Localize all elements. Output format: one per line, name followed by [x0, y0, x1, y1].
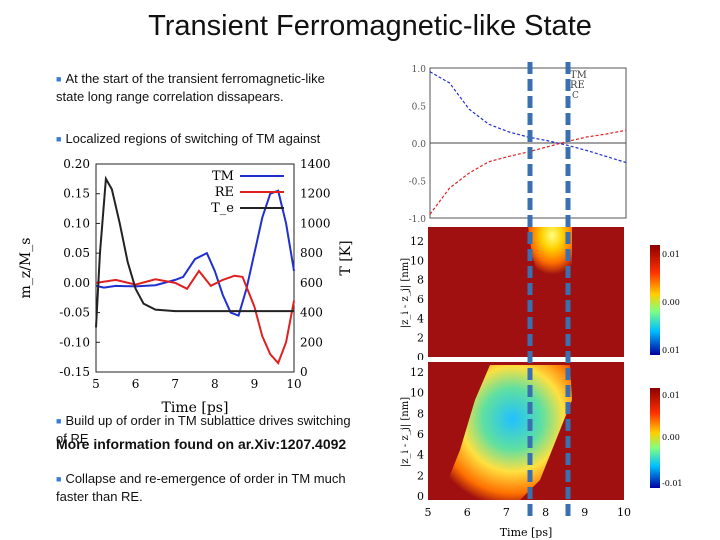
bullet-3: ■ Build up of order in TM sublattice driv…	[56, 412, 356, 447]
bullet-3-text: Build up of order in TM sublattice drive…	[56, 413, 351, 446]
heatmap-y-tick: 6	[417, 428, 424, 441]
rt-y-tick: 0.5	[412, 103, 427, 113]
main-y2-tick: 600	[300, 276, 323, 290]
bullet-4-text: Collapse and re-emergence of order in TM…	[56, 471, 346, 504]
heatmap-y-tick: 6	[417, 293, 424, 306]
main-y2-tick: 400	[300, 306, 323, 320]
main-x-tick: 8	[211, 377, 219, 391]
legend-te-label: T_e	[211, 201, 234, 216]
main-x-tick: 7	[171, 377, 179, 391]
heatmap-y-tick: 12	[410, 366, 424, 379]
more-info-text: More information found on ar.Xiv:1207.40…	[56, 436, 347, 452]
heatmap-y-tick: 8	[417, 274, 424, 287]
main-y-tick: -0.10	[59, 335, 90, 349]
rt-y-tick: -0.5	[409, 178, 427, 188]
heatmap-y-tick: 10	[410, 254, 424, 267]
heatmap-re-colorbar	[650, 388, 660, 488]
heatmap-tm-colorbar	[650, 245, 660, 355]
heatmap-y-tick: 2	[417, 332, 424, 345]
correlation-line-chart: 1.0 0.5 0.0 -0.5 -1.0 TM RE C	[400, 62, 650, 224]
cbar2-tick-mid: 0.00	[662, 433, 680, 442]
main-x-label: Time [ps]	[162, 400, 229, 415]
series-line-re	[95, 269, 295, 365]
heatmap-x-tick: 10	[617, 506, 631, 519]
heatmap-re-region	[440, 365, 572, 500]
main-magnetization-chart: 0.20 0.15 0.10 0.05 0.00 -0.05 -0.10 -0.15 1400…	[10, 150, 360, 415]
heatmap-y-tick: 4	[417, 449, 424, 462]
rt-y-tick: 0.0	[412, 140, 427, 150]
cbar2-tick-top: 0.01	[662, 391, 680, 400]
heatmap-re-y-label: |z_i - z_j| [nm]	[400, 397, 411, 467]
main-y-tick: -0.15	[59, 365, 90, 379]
heatmap-y-tick: 10	[410, 387, 424, 400]
main-y-label: m_z/M_s	[18, 238, 34, 299]
main-y2-tick: 200	[300, 335, 323, 349]
square-bullet-icon: ■	[56, 474, 62, 484]
cbar1-tick-bot: 0.01	[662, 346, 680, 355]
heatmap-y-tick: 12	[410, 235, 424, 248]
main-y-tick: 0.05	[63, 246, 90, 260]
main-y-tick: 0.15	[63, 187, 90, 201]
square-bullet-icon: ■	[56, 416, 62, 426]
heatmap-tm: 12 10 8 6 4 2 0 |z_i - z_j| [nm] 0.01 0.00 0.0…	[400, 225, 690, 360]
rt-y-tick: -1.0	[409, 215, 427, 224]
main-x-tick: 6	[132, 377, 140, 391]
heatmap-y-tick: 0	[417, 490, 424, 503]
time-marker-lines	[527, 62, 571, 520]
main-y2-tick: 1400	[300, 157, 331, 171]
main-y2-tick: 0	[300, 365, 308, 379]
heatmap-y-tick: 4	[417, 312, 424, 325]
legend-tm-label: TM	[212, 169, 234, 184]
main-x-tick: 10	[286, 377, 301, 391]
main-y2-label: T [K]	[338, 240, 354, 275]
series-line-te	[95, 175, 294, 328]
main-legend: TM RE T_e	[211, 169, 284, 216]
main-y2-tick: 1200	[300, 187, 331, 201]
bullet-1-text: At the start of the transient ferromagne…	[56, 71, 325, 104]
cbar2-tick-bot: -0.01	[662, 479, 683, 488]
heatmap-tm-field	[428, 227, 624, 357]
cbar1-tick-top: 0.01	[662, 250, 680, 259]
heatmap-x-tick: 6	[464, 506, 471, 519]
heatmap-y-tick: 0	[417, 351, 424, 360]
heatmap-x-tick: 9	[581, 506, 588, 519]
rt-legend-re: RE	[570, 80, 585, 91]
heatmap-re: 12 10 8 6 4 2 0 5 6 7 8 9 10 |z_i - z_j| [nm] Time …	[400, 360, 690, 538]
cbar1-tick-mid: 0.00	[662, 298, 680, 307]
main-y-tick: -0.05	[59, 306, 90, 320]
heatmap-x-tick: 5	[425, 506, 432, 519]
main-y-tick: 0.00	[63, 276, 90, 290]
heatmap-re-x-label: Time [ps]	[500, 526, 553, 538]
main-x-tick: 9	[251, 377, 259, 391]
rt-legend-tm: TM	[570, 70, 587, 81]
rt-legend: TM RE C	[570, 70, 587, 101]
heatmap-y-tick: 2	[417, 469, 424, 482]
main-y-tick: 0.10	[63, 216, 90, 230]
rt-y-tick: 1.0	[412, 65, 427, 75]
bullet-1: ■ At the start of the transient ferromagn…	[56, 70, 356, 105]
heatmap-y-tick: 8	[417, 407, 424, 420]
main-y-tick: 0.20	[63, 157, 90, 171]
heatmap-x-tick: 8	[542, 506, 549, 519]
square-bullet-icon: ■	[56, 74, 62, 84]
square-bullet-icon: ■	[56, 134, 62, 144]
rt-legend-c: C	[572, 91, 579, 101]
main-y2-tick: 1000	[300, 216, 331, 230]
slide-title: Transient Ferromagnetic-like State	[148, 10, 592, 42]
heatmap-tm-hotspot	[528, 227, 572, 283]
main-x-tick: 5	[92, 377, 100, 391]
heatmap-tm-y-label: |z_i - z_j| [nm]	[400, 258, 411, 328]
main-y2-tick: 800	[300, 246, 323, 260]
heatmap-x-tick: 7	[503, 506, 510, 519]
legend-re-label: RE	[215, 185, 234, 200]
bullet-4: ■ Collapse and re-emergence of order in T…	[56, 470, 356, 505]
